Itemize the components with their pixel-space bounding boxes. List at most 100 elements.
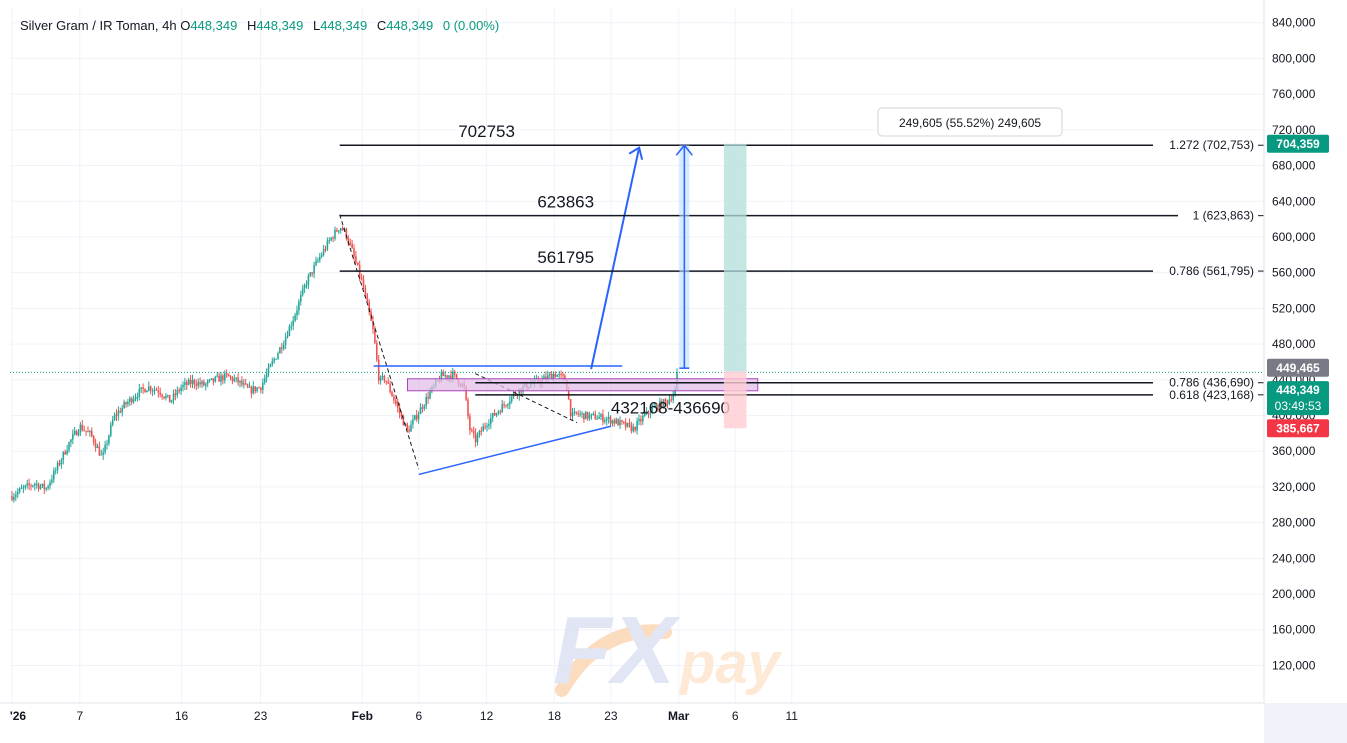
candle (313, 261, 315, 279)
candle-body (351, 243, 353, 249)
candle-body (619, 420, 621, 426)
candle-body (218, 375, 220, 382)
candle-body (51, 479, 53, 483)
projection-arrow-head (628, 146, 644, 160)
candle-body (263, 378, 266, 383)
candle-body (419, 407, 422, 415)
candle-body (509, 401, 511, 405)
candle-body (552, 373, 555, 379)
candle (13, 493, 15, 503)
candle-body (30, 485, 32, 487)
candle (571, 408, 574, 421)
candle-body (501, 404, 503, 413)
candle (72, 429, 74, 445)
candle-body (172, 393, 175, 401)
candle-body (32, 485, 34, 487)
candle-body (583, 413, 585, 420)
candle-body (60, 460, 63, 465)
candle (501, 399, 503, 413)
time-axis-tick: Mar (668, 709, 690, 723)
candle-body (613, 420, 616, 424)
candle (602, 409, 604, 426)
candle-body (414, 415, 416, 420)
candle-body (374, 329, 376, 344)
candle-body (562, 374, 564, 376)
candle-body (148, 386, 150, 391)
candle-body (92, 436, 95, 443)
stop-price-badge-text: 385,667 (1276, 421, 1320, 435)
ohlc-high-label: H (246, 18, 257, 33)
candle (248, 381, 251, 388)
candle-body (58, 462, 61, 465)
candle-body (96, 446, 99, 448)
candle (68, 441, 70, 453)
price-axis-tick: 840,000 (1272, 16, 1316, 30)
candle-body (379, 376, 382, 381)
candle (53, 467, 55, 483)
candle-body (594, 413, 597, 420)
candle (605, 416, 608, 426)
candle-body (478, 430, 481, 436)
candle-body (381, 376, 384, 378)
candle-body (83, 430, 85, 432)
symbol-name: Silver Gram (20, 18, 89, 33)
candle (241, 376, 243, 387)
candle (235, 377, 237, 383)
candle (607, 411, 610, 424)
candle-body (176, 389, 179, 396)
candle-body (62, 451, 65, 461)
candle-body (305, 284, 308, 286)
candle-body (182, 384, 184, 388)
candle (324, 245, 327, 253)
candle-body (45, 488, 47, 490)
candle-body (279, 347, 281, 354)
candle (277, 351, 279, 360)
time-axis-tick: 7 (76, 709, 83, 723)
candle-body (210, 378, 213, 380)
candle-body (545, 376, 547, 380)
candle (163, 396, 165, 400)
candle-body (387, 381, 389, 384)
candle (372, 315, 374, 334)
candle (28, 478, 30, 491)
fib-level-label: 0.786 (436,690) (1169, 376, 1254, 390)
candle (334, 226, 336, 241)
price-axis-tick: 760,000 (1272, 87, 1316, 101)
candle (134, 393, 137, 402)
candle (319, 252, 321, 263)
candle-body (412, 419, 414, 425)
candle-body (662, 399, 665, 408)
candle (24, 484, 27, 490)
candle-body (66, 450, 68, 455)
candle (406, 422, 408, 431)
candle-body (353, 248, 355, 257)
candle-body (324, 249, 327, 251)
candle (395, 397, 397, 407)
candle-body (507, 404, 509, 406)
candle-body (391, 391, 393, 397)
candle-body (605, 418, 608, 421)
candle (186, 379, 188, 391)
candle-body (653, 406, 655, 408)
candle (265, 368, 268, 383)
candle-body (558, 374, 560, 376)
candle (205, 382, 207, 391)
candle (148, 381, 150, 392)
candle (666, 399, 669, 409)
candle (577, 410, 579, 417)
candle-body (577, 413, 579, 415)
candle-body (510, 396, 513, 402)
candle (70, 438, 72, 448)
measure-label-box: 249,605 (55.52%) 249,605 (877, 107, 1063, 137)
fib-caption: 623863 (537, 193, 594, 212)
candle (174, 389, 177, 401)
candle (146, 390, 148, 393)
candle-body (425, 396, 427, 406)
candle (229, 375, 232, 381)
candle-body (560, 374, 562, 376)
candle (391, 390, 393, 397)
candle-body (241, 380, 243, 385)
candle (168, 394, 171, 403)
candle-body (493, 413, 496, 416)
